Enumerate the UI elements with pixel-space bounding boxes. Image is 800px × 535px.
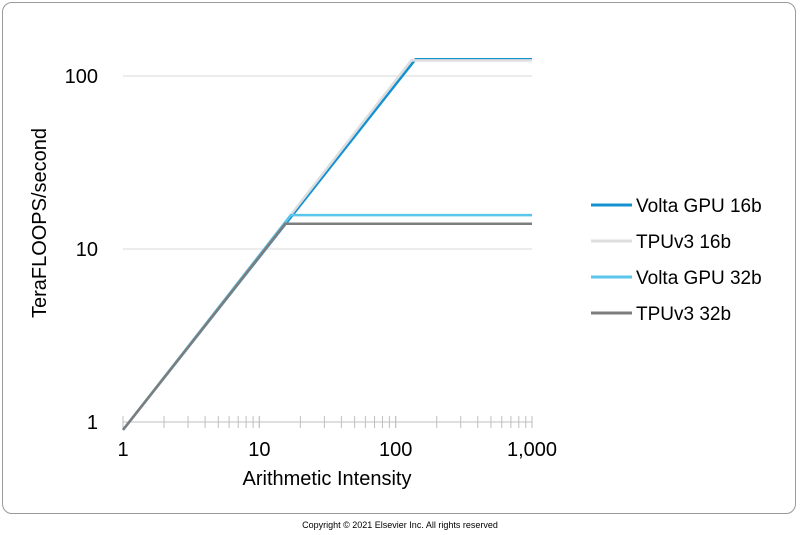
legend-label: TPUv3 32b xyxy=(636,304,731,325)
series-line xyxy=(122,59,532,431)
legend-label: Volta GPU 32b xyxy=(636,268,762,289)
y-tick-label: 10 xyxy=(76,239,98,261)
x-axis-label: Arithmetic Intensity xyxy=(243,468,412,490)
series-line xyxy=(122,57,532,431)
series-line xyxy=(122,222,532,431)
series-lines xyxy=(122,57,532,431)
series-line xyxy=(122,213,532,431)
y-tick-label: 1 xyxy=(87,412,98,434)
x-tick-label: 1,000 xyxy=(507,439,557,461)
x-tick-labels: 1 10 100 1,000 xyxy=(117,439,557,461)
copyright-text: Copyright © 2021 Elsevier Inc. All right… xyxy=(302,520,498,530)
y-tick-label: 100 xyxy=(65,66,98,88)
x-tick-label: 100 xyxy=(379,439,412,461)
legend: Volta GPU 16b TPUv3 16b Volta GPU 32b TPUv3… xyxy=(591,196,762,325)
y-tick-labels: 1 10 100 xyxy=(65,66,98,434)
x-axis xyxy=(122,416,533,428)
chart-frame xyxy=(2,2,796,514)
legend-label: TPUv3 16b xyxy=(636,232,731,253)
grid-lines xyxy=(123,75,532,250)
x-tick-label: 1 xyxy=(117,439,128,461)
y-axis-label: TeraFLOOPS/second xyxy=(29,128,51,318)
legend-label: Volta GPU 16b xyxy=(636,196,762,217)
x-tick-label: 10 xyxy=(248,439,270,461)
